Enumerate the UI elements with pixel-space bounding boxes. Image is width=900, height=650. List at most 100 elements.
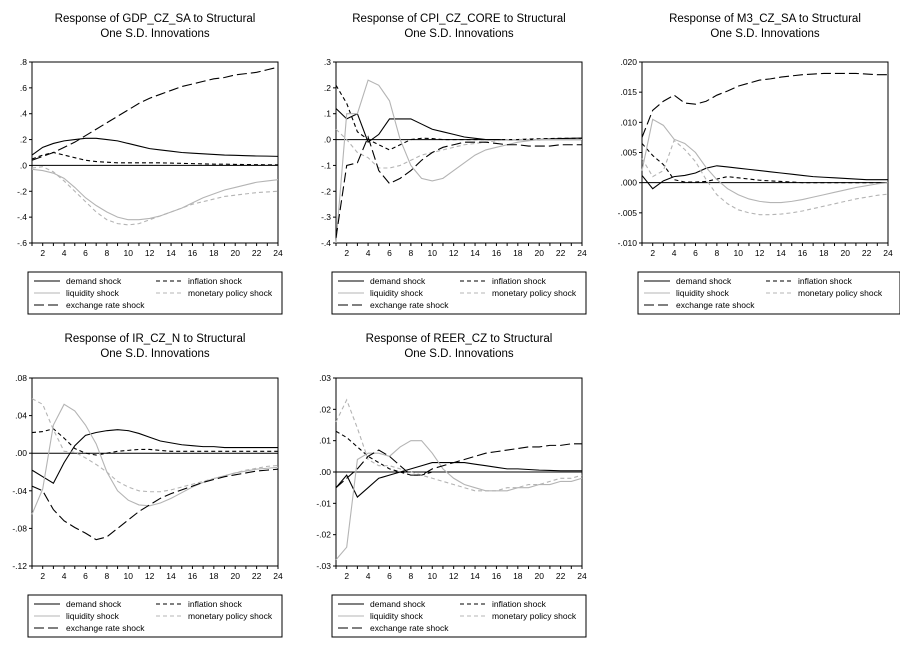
- legend-label-inflation: inflation shock: [798, 276, 853, 286]
- x-tick-label: 14: [470, 248, 480, 258]
- y-tick-label: -.4: [321, 238, 331, 248]
- legend-label-inflation: inflation shock: [492, 599, 547, 609]
- x-tick-label: 8: [409, 248, 414, 258]
- x-tick-label: 8: [409, 571, 414, 581]
- x-tick-label: 10: [124, 248, 134, 258]
- x-tick-label: 18: [513, 571, 523, 581]
- y-tick-label: -.6: [17, 238, 27, 248]
- y-tick-label: .015: [620, 87, 637, 97]
- x-tick-label: 10: [124, 571, 134, 581]
- x-tick-label: 12: [449, 571, 459, 581]
- y-tick-label: -.1: [321, 160, 331, 170]
- series-line-liquidity: [335, 440, 583, 561]
- x-tick-label: 16: [188, 571, 198, 581]
- y-tick-label: .04: [15, 411, 27, 421]
- x-tick-label: 10: [734, 248, 744, 258]
- series-line-demand: [335, 108, 583, 144]
- chart-title-line: Response of CPI_CZ_CORE to Structural: [352, 13, 565, 25]
- chart-title-line: Response of GDP_CZ_SA to Structural: [55, 13, 256, 25]
- series-line-monetary: [335, 398, 583, 492]
- x-tick-label: 18: [209, 571, 219, 581]
- x-tick-label: 24: [883, 248, 893, 258]
- series-line-demand: [31, 137, 279, 157]
- x-tick-label: 22: [556, 248, 566, 258]
- legend-label-liquidity: liquidity shock: [66, 288, 120, 298]
- series-line-liquidity: [335, 79, 582, 244]
- x-tick-label: 4: [672, 248, 677, 258]
- legend-label-exchange: exchange rate shock: [66, 623, 145, 633]
- x-tick-label: 2: [344, 248, 349, 258]
- legend-label-inflation: inflation shock: [188, 276, 243, 286]
- y-tick-label: .010: [620, 117, 637, 127]
- legend-box: [331, 271, 587, 315]
- legend-label-exchange: exchange rate shock: [676, 300, 755, 310]
- series-line-inflation: [31, 151, 278, 166]
- legend-box: [27, 594, 283, 638]
- chart-title-line: One S.D. Innovations: [100, 28, 210, 40]
- y-tick-label: -.2: [321, 186, 331, 196]
- legend-label-demand: demand shock: [676, 276, 732, 286]
- y-tick-label: .0: [20, 160, 27, 170]
- x-tick-label: 6: [83, 248, 88, 258]
- x-tick-label: 10: [428, 571, 438, 581]
- legend-label-liquidity: liquidity shock: [370, 611, 424, 621]
- series-line-exchange: [335, 135, 582, 238]
- x-tick-label: 8: [105, 248, 110, 258]
- y-tick-label: .005: [620, 148, 637, 158]
- series-line-inflation: [641, 143, 888, 184]
- x-tick-label: 14: [166, 571, 176, 581]
- x-tick-label: 8: [715, 248, 720, 258]
- series-line-liquidity: [641, 118, 889, 204]
- x-tick-label: 16: [492, 248, 502, 258]
- y-tick-label: -.4: [17, 212, 27, 222]
- legend: demand shock inflation shock liquidity sho…: [331, 594, 587, 638]
- x-tick-label: 4: [366, 248, 371, 258]
- x-tick-label: 12: [449, 248, 459, 258]
- series-line-liquidity: [31, 168, 279, 221]
- series-line-monetary: [335, 128, 582, 169]
- x-tick-label: 14: [776, 248, 786, 258]
- chart-title-line: One S.D. Innovations: [404, 28, 514, 40]
- x-tick-label: 16: [188, 248, 198, 258]
- legend-label-inflation: inflation shock: [188, 599, 243, 609]
- y-tick-label: -.12: [12, 561, 27, 571]
- series-line-exchange: [641, 72, 888, 138]
- plot-frame: [31, 377, 279, 567]
- legend-label-monetary: monetary policy shock: [188, 288, 273, 298]
- y-tick-label: .08: [15, 373, 27, 383]
- legend-label-demand: demand shock: [66, 599, 122, 609]
- x-tick-label: 8: [105, 571, 110, 581]
- x-tick-label: 22: [252, 248, 262, 258]
- x-tick-label: 18: [209, 248, 219, 258]
- x-tick-label: 4: [62, 248, 67, 258]
- legend: demand shock inflation shock liquidity sho…: [27, 271, 283, 315]
- x-tick-label: 12: [145, 571, 155, 581]
- x-tick-label: 6: [387, 248, 392, 258]
- legend-label-monetary: monetary policy shock: [492, 611, 577, 621]
- x-tick-label: 24: [577, 248, 587, 258]
- x-tick-label: 22: [862, 248, 872, 258]
- x-tick-label: 20: [230, 248, 240, 258]
- legend-label-liquidity: liquidity shock: [66, 611, 120, 621]
- series-line-inflation: [31, 428, 278, 456]
- chart-panel-4: Response of IR_CZ_N to Structural One S.D…: [12, 333, 283, 638]
- x-tick-label: 20: [840, 248, 850, 258]
- y-tick-label: .8: [20, 57, 27, 67]
- x-tick-label: 16: [798, 248, 808, 258]
- chart-title-line: Response of REER_CZ to Structural: [366, 333, 553, 345]
- x-tick-label: 2: [40, 248, 45, 258]
- chart-title-line: Response of IR_CZ_N to Structural: [65, 333, 246, 345]
- y-tick-label: .2: [20, 135, 27, 145]
- x-tick-label: 24: [273, 248, 283, 258]
- x-tick-label: 14: [470, 571, 480, 581]
- y-tick-label: -.03: [316, 561, 331, 571]
- y-tick-label: -.3: [321, 212, 331, 222]
- series-line-exchange: [335, 443, 582, 489]
- y-tick-label: .4: [20, 109, 27, 119]
- x-tick-label: 24: [273, 571, 283, 581]
- y-tick-label: -.02: [316, 530, 331, 540]
- x-tick-label: 22: [556, 571, 566, 581]
- legend-label-exchange: exchange rate shock: [370, 300, 449, 310]
- series-line-inflation: [335, 430, 582, 476]
- legend-box: [331, 594, 587, 638]
